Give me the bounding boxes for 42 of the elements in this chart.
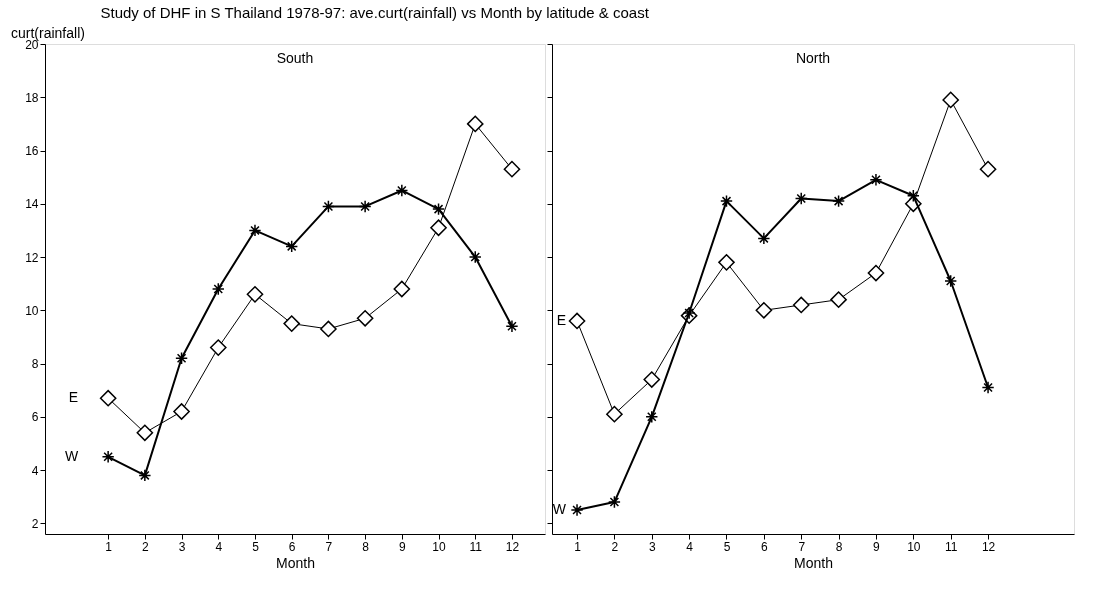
x-tick-label: 9	[398, 539, 406, 554]
series-label: W	[552, 501, 567, 518]
y-tick-label: 14	[25, 197, 39, 212]
y-tick-label: 10	[25, 303, 39, 318]
y-tick-label: 6	[31, 410, 39, 425]
x-tick-label: 10	[432, 539, 447, 554]
x-tick-label: 11	[469, 539, 483, 554]
x-tick-label: 4	[686, 539, 694, 554]
y-tick-label: 8	[31, 357, 39, 372]
x-tick-label: 6	[761, 539, 769, 554]
x-tick-label: 7	[798, 539, 806, 554]
x-tick-label: 3	[648, 539, 656, 554]
x-axis-title: Month	[276, 554, 315, 571]
x-tick-label: 1	[105, 539, 113, 554]
y-tick-label: 12	[25, 250, 39, 265]
x-tick-label: 2	[611, 539, 619, 554]
x-tick-label: 8	[835, 539, 843, 554]
y-tick-label: 4	[31, 463, 39, 478]
y-tick-label: 18	[25, 90, 39, 105]
chart-subtitle: South	[276, 50, 314, 66]
chart-title: Study of DHF in S Thailand 1978-97: ave.curt(rainfall) vs Month by latitude & coast	[100, 3, 650, 21]
x-tick-label: 2	[142, 539, 150, 554]
y-tick-label: 2	[31, 516, 39, 531]
series-label: E	[556, 311, 567, 328]
x-tick-label: 4	[215, 539, 223, 554]
x-tick-label: 12	[981, 539, 996, 554]
x-axis-title: Month	[794, 554, 833, 571]
series-label: E	[68, 389, 79, 406]
y-tick-label: 16	[25, 144, 39, 159]
x-tick-label: 8	[362, 539, 370, 554]
x-tick-label: 12	[505, 539, 520, 554]
chart-subtitle: North	[795, 50, 831, 66]
x-tick-label: 11	[944, 539, 958, 554]
x-tick-label: 5	[252, 539, 260, 554]
x-tick-label: 1	[574, 539, 582, 554]
x-tick-label: 5	[723, 539, 731, 554]
x-tick-label: 3	[178, 539, 186, 554]
x-tick-label: 6	[288, 539, 296, 554]
x-tick-label: 10	[907, 539, 921, 554]
x-tick-label: 7	[325, 539, 333, 554]
series-label: W	[64, 447, 79, 464]
x-tick-label: 9	[873, 539, 881, 554]
